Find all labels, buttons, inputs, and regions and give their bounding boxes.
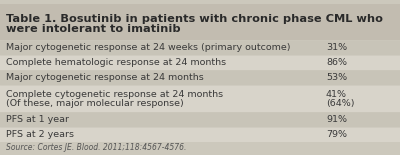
Bar: [0, 85, 400, 112]
Text: Complete hematologic response at 24 months: Complete hematologic response at 24 mont…: [6, 58, 226, 67]
Text: 79%: 79%: [326, 130, 347, 139]
Bar: [0, 70, 400, 85]
Text: PFS at 1 year: PFS at 1 year: [6, 115, 69, 124]
Bar: [0, 127, 400, 142]
Text: 31%: 31%: [326, 43, 347, 52]
Bar: [0, 55, 400, 70]
Text: Major cytogenetic response at 24 months: Major cytogenetic response at 24 months: [6, 73, 204, 82]
Text: Source: Cortes JE. Blood. 2011;118:4567-4576.: Source: Cortes JE. Blood. 2011;118:4567-…: [6, 143, 186, 152]
Bar: [0, 40, 400, 55]
Text: Complete cytogenetic response at 24 months: Complete cytogenetic response at 24 mont…: [6, 90, 223, 99]
Text: 86%: 86%: [326, 58, 347, 67]
Bar: [0, 112, 400, 127]
Text: (Of these, major molecular response): (Of these, major molecular response): [6, 99, 184, 108]
Text: PFS at 2 years: PFS at 2 years: [6, 130, 74, 139]
Bar: [0, 4, 400, 40]
Text: 91%: 91%: [326, 115, 347, 124]
Text: were intolerant to imatinib: were intolerant to imatinib: [6, 24, 181, 34]
Text: 41%: 41%: [326, 90, 347, 99]
Text: Table 1. Bosutinib in patients with chronic phase CML who: Table 1. Bosutinib in patients with chro…: [6, 14, 383, 24]
Text: Major cytogenetic response at 24 weeks (primary outcome): Major cytogenetic response at 24 weeks (…: [6, 43, 290, 52]
Text: (64%): (64%): [326, 99, 354, 108]
Text: 53%: 53%: [326, 73, 347, 82]
